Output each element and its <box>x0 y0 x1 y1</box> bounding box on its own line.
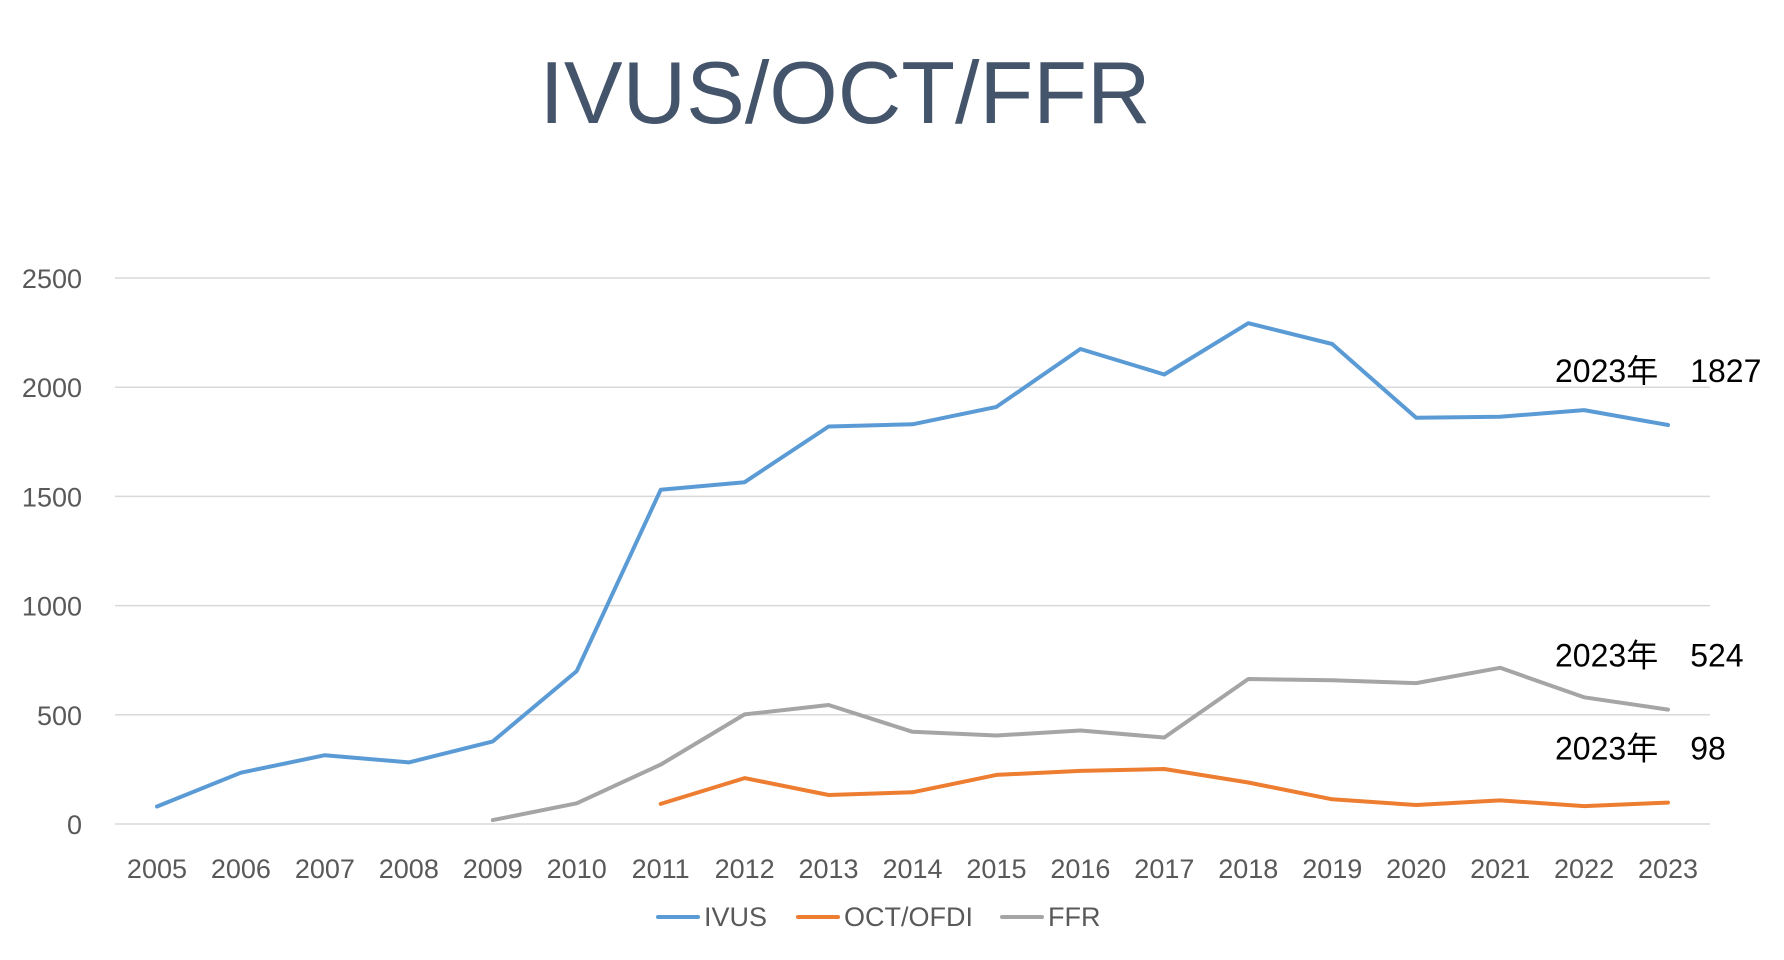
x-tick-label-2018: 2018 <box>1218 854 1278 884</box>
x-tick-label-2012: 2012 <box>715 854 775 884</box>
x-tick-label-2007: 2007 <box>295 854 355 884</box>
y-tick-label-500: 500 <box>37 701 82 731</box>
gridlines <box>115 277 1710 825</box>
y-tick-label-1500: 1500 <box>22 482 82 512</box>
x-tick-label-2005: 2005 <box>127 854 187 884</box>
annotations: 2023年 1827 2023年 524 2023年 98 <box>1555 353 1761 767</box>
x-tick-label-2016: 2016 <box>1050 854 1110 884</box>
y-axis-tick-labels: 0 500 1000 1500 2000 2500 <box>22 264 82 840</box>
legend-label-ffr: FFR <box>1048 902 1100 932</box>
x-tick-label-2006: 2006 <box>211 854 271 884</box>
annotation-ivus: 2023年 1827 <box>1555 353 1761 389</box>
legend-label-ivus: IVUS <box>704 902 767 932</box>
series-line-ffr <box>490 665 1670 823</box>
annotation-ffr: 2023年 524 <box>1555 638 1744 674</box>
series-lines <box>155 321 1670 823</box>
legend-label-oct-ofdi: OCT/OFDI <box>844 902 973 932</box>
x-tick-label-2019: 2019 <box>1302 854 1362 884</box>
x-axis-tick-labels: 2005 2006 2007 2008 2009 2010 2011 2012 2013 2014… <box>127 854 1698 884</box>
x-tick-label-2015: 2015 <box>966 854 1026 884</box>
y-tick-label-1000: 1000 <box>22 592 82 622</box>
x-tick-label-2010: 2010 <box>547 854 607 884</box>
legend-item-oct-ofdi[interactable]: OCT/OFDI <box>796 902 973 932</box>
x-tick-label-2013: 2013 <box>799 854 859 884</box>
y-tick-label-2000: 2000 <box>22 373 82 403</box>
y-tick-label-0: 0 <box>67 810 82 840</box>
legend-item-ffr[interactable]: FFR <box>1000 902 1100 932</box>
x-tick-label-2022: 2022 <box>1554 854 1614 884</box>
y-tick-label-2500: 2500 <box>22 264 82 294</box>
x-tick-label-2009: 2009 <box>463 854 523 884</box>
x-tick-label-2023: 2023 <box>1638 854 1698 884</box>
x-tick-label-2020: 2020 <box>1386 854 1446 884</box>
legend[interactable]: IVUS OCT/OFDI FFR <box>656 902 1100 932</box>
x-tick-label-2014: 2014 <box>882 854 942 884</box>
x-tick-label-2011: 2011 <box>632 854 690 884</box>
series-line-ivus <box>155 321 1670 809</box>
chart-title: IVUS/OCT/FFR <box>539 43 1150 142</box>
x-tick-label-2021: 2021 <box>1470 854 1530 884</box>
x-tick-label-2017: 2017 <box>1134 854 1194 884</box>
x-tick-label-2008: 2008 <box>379 854 439 884</box>
legend-item-ivus[interactable]: IVUS <box>656 902 767 932</box>
series-line-oct-ofdi <box>658 767 1670 809</box>
annotation-oct-ofdi: 2023年 98 <box>1555 731 1726 767</box>
